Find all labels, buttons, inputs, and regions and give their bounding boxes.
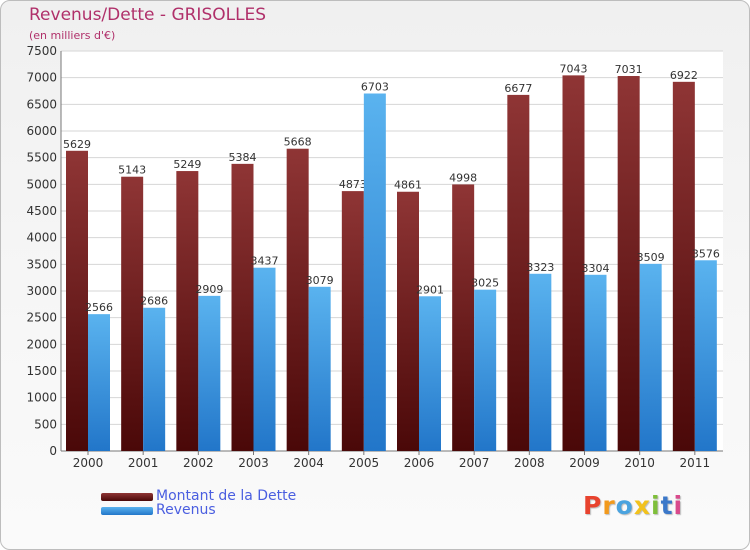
data-label: 6677: [504, 82, 532, 95]
data-label: 2909: [195, 283, 223, 296]
data-label: 6922: [670, 69, 698, 82]
x-tick-label: 2006: [404, 456, 435, 470]
data-label: 3079: [306, 274, 334, 287]
logo-letter: i: [651, 491, 661, 520]
x-tick-label: 2005: [349, 456, 380, 470]
data-label: 3576: [692, 247, 720, 260]
data-label: 7043: [560, 62, 588, 75]
data-label: 3025: [471, 277, 499, 290]
plot-area: [61, 51, 723, 451]
y-tick-label: 1000: [26, 391, 57, 405]
logo-letter: r: [602, 491, 616, 520]
data-label: 5249: [173, 158, 201, 171]
legend-label-dette: Montant de la Dette: [156, 488, 297, 504]
bar-revenus: [694, 260, 717, 451]
y-tick-label: 2500: [26, 311, 57, 325]
y-tick-label: 4000: [26, 231, 57, 245]
y-tick-label: 5000: [26, 177, 57, 191]
bar-dette: [672, 81, 695, 452]
y-tick-label: 6000: [26, 124, 57, 138]
y-tick-label: 7000: [26, 71, 57, 85]
y-tick-label: 5500: [26, 151, 57, 165]
bar-dette: [231, 163, 254, 451]
logo-letter: t: [660, 491, 674, 520]
y-tick-label: 3500: [26, 257, 57, 271]
data-label: 2566: [85, 301, 113, 314]
legend-swatch-dette: [101, 493, 153, 501]
chart-subtitle: (en milliers d'€): [29, 29, 116, 42]
y-tick-label: 0: [49, 444, 57, 458]
data-label: 5143: [118, 164, 146, 177]
bar-revenus: [198, 295, 221, 451]
data-label: 3437: [251, 255, 279, 268]
data-label: 4873: [339, 178, 367, 191]
bar-dette: [617, 76, 640, 451]
bar-dette: [507, 94, 530, 451]
bar-revenus: [253, 267, 276, 451]
data-label: 3323: [526, 261, 554, 274]
x-tick-label: 2004: [293, 456, 324, 470]
bar-dette: [121, 176, 144, 451]
bar-revenus: [419, 296, 441, 451]
data-label: 2686: [140, 295, 168, 308]
bar-revenus: [584, 274, 607, 451]
data-label: 5668: [284, 136, 312, 149]
y-tick-label: 6500: [26, 97, 57, 111]
bar-dette: [341, 191, 364, 451]
bar-revenus: [529, 273, 552, 451]
data-label: 3304: [582, 262, 610, 275]
x-tick-label: 2002: [183, 456, 214, 470]
x-tick-label: 2003: [238, 456, 269, 470]
bar-dette: [66, 150, 88, 451]
y-tick-label: 3000: [26, 284, 57, 298]
x-tick-label: 2011: [680, 456, 711, 470]
y-tick-label: 500: [34, 417, 57, 431]
bar-revenus: [88, 314, 110, 451]
data-label: 4861: [394, 179, 422, 192]
proxiti-logo: Proxiti: [583, 491, 683, 520]
x-tick-label: 2008: [514, 456, 545, 470]
logo-letter: P: [583, 491, 603, 520]
bar-dette: [286, 148, 309, 451]
y-tick-label: 4500: [26, 204, 57, 218]
data-label: 3509: [637, 251, 665, 264]
bar-revenus: [143, 307, 166, 451]
bar-revenus: [308, 286, 331, 451]
data-label: 4998: [449, 171, 477, 184]
y-tick-label: 2000: [26, 337, 57, 351]
bar-dette: [176, 171, 199, 451]
data-label: 7031: [615, 63, 643, 76]
bar-revenus: [363, 93, 386, 452]
logo-letter: o: [615, 491, 634, 520]
x-tick-label: 2010: [624, 456, 655, 470]
y-tick-label: 1500: [26, 364, 57, 378]
data-label: 6703: [361, 81, 389, 94]
x-tick-label: 2009: [569, 456, 600, 470]
x-tick-label: 2007: [459, 456, 490, 470]
x-tick-label: 2001: [128, 456, 159, 470]
bar-revenus: [639, 263, 662, 451]
legend-label-revenus: Revenus: [156, 502, 216, 518]
bar-revenus: [474, 289, 497, 451]
bar-dette: [452, 184, 475, 451]
legend-swatch-revenus: [101, 507, 153, 515]
chart-title: Revenus/Dette - GRISOLLES: [29, 5, 267, 25]
data-label: 5629: [63, 138, 91, 151]
logo-letter: x: [633, 491, 651, 520]
data-label: 2901: [416, 283, 444, 296]
data-label: 5384: [229, 151, 257, 164]
bar-dette: [562, 75, 585, 451]
y-tick-label: 7500: [26, 44, 57, 58]
x-tick-label: 2000: [73, 456, 104, 470]
logo-letter: i: [673, 491, 684, 520]
bar-dette: [397, 191, 419, 451]
